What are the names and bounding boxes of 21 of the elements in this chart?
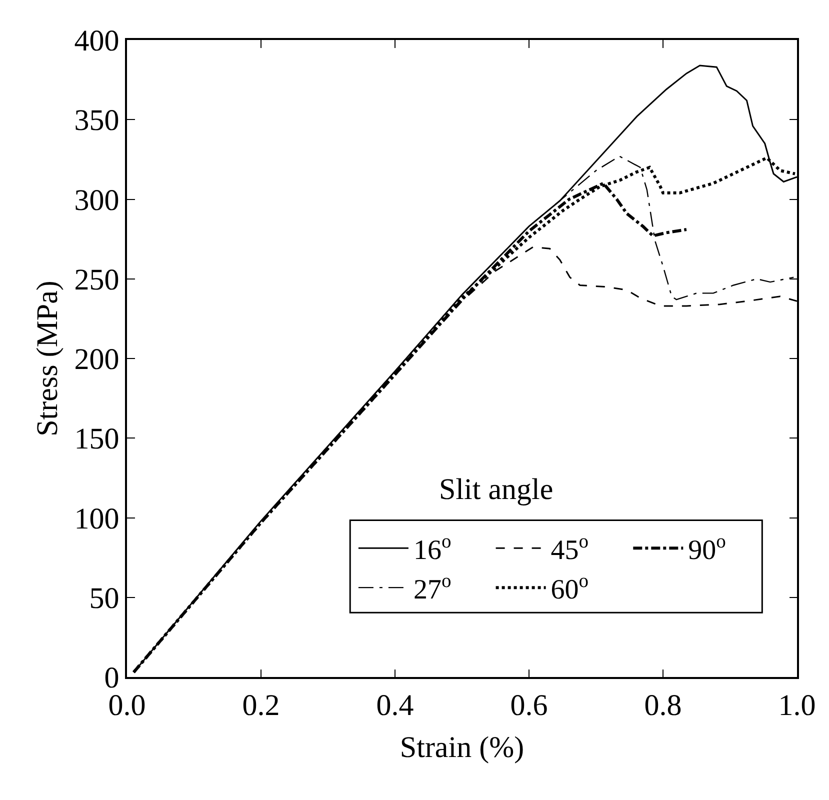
y-axis-title: Stress (MPa) xyxy=(30,280,64,436)
x-axis-title: Strain (%) xyxy=(400,730,524,764)
x-tick-label: 0.2 xyxy=(242,688,280,722)
y-tick-label: 200 xyxy=(74,343,120,376)
x-tick-label: 0.8 xyxy=(644,688,682,722)
x-tick-label: 1.0 xyxy=(778,688,816,722)
y-tick-label: 350 xyxy=(74,104,120,138)
y-tick-label: 250 xyxy=(74,263,120,296)
legend-label: 45$^{o}$ xyxy=(550,531,589,566)
y-tick-label: 150 xyxy=(74,422,120,456)
y-tick-label: 300 xyxy=(74,184,120,217)
legend-label: 27$^{o}$ xyxy=(413,570,452,606)
y-tick-label: 50 xyxy=(89,582,120,615)
y-tick-label: 100 xyxy=(74,502,120,536)
legend-label: 60$^{o}$ xyxy=(550,570,589,606)
y-tick-label: 400 xyxy=(74,24,120,58)
legend-label: 16$^{o}$ xyxy=(413,531,452,566)
legend-title: Slit angle xyxy=(439,473,554,506)
legend-label: 90$^{o}$ xyxy=(688,531,726,566)
x-tick-label: 0.4 xyxy=(376,688,414,722)
x-tick-label: 0.6 xyxy=(510,688,548,722)
